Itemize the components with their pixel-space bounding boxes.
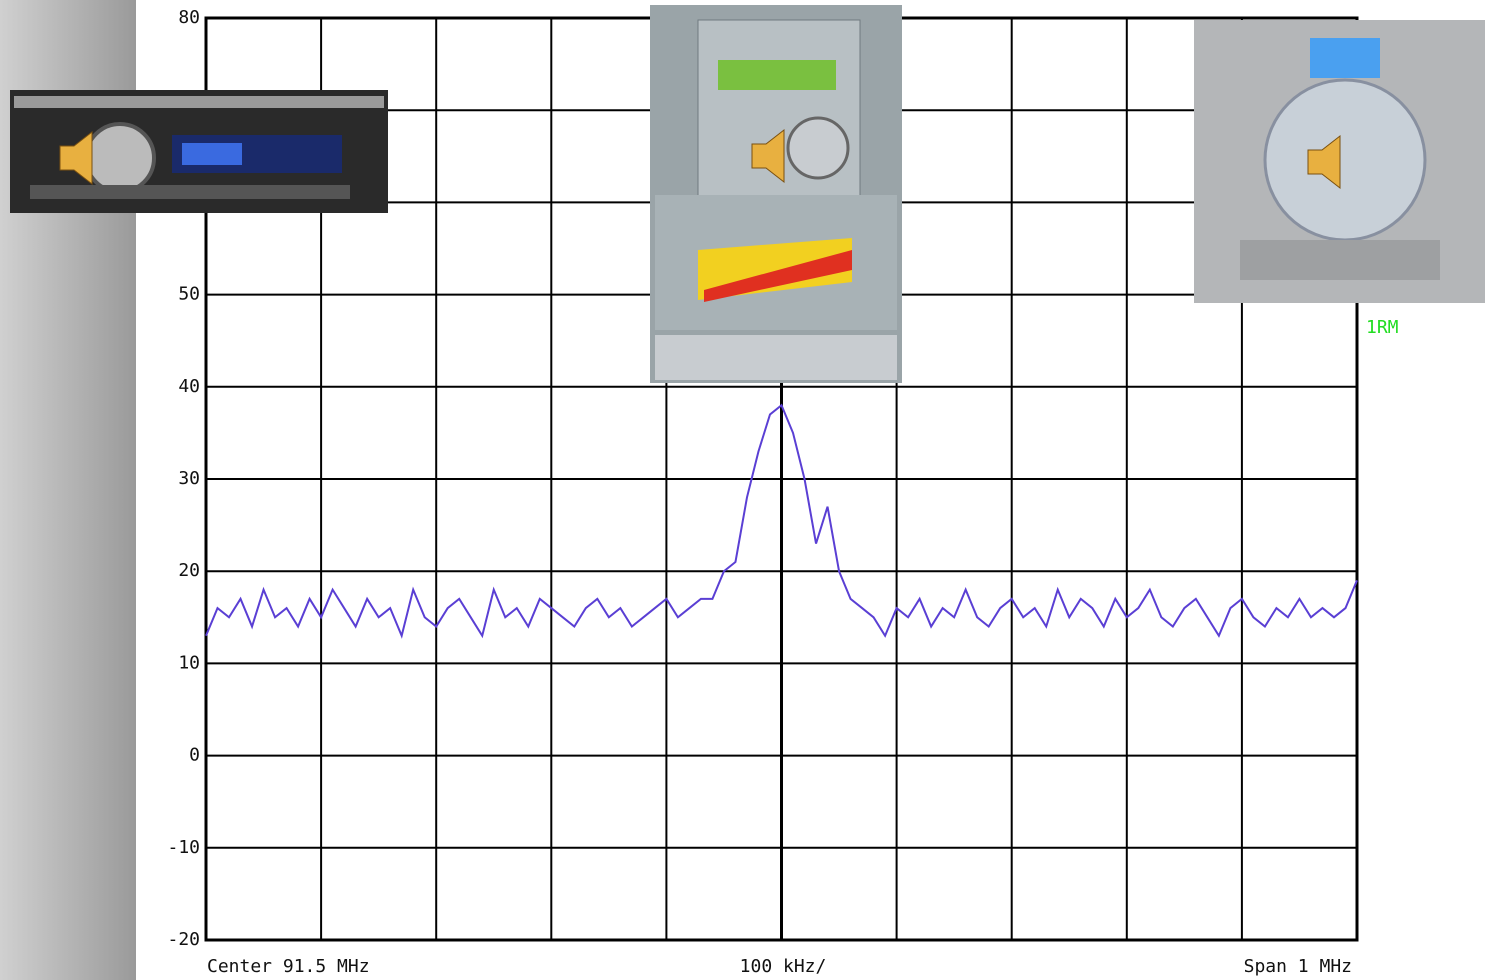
y-tick-label: 10 xyxy=(178,652,200,673)
y-tick-label: 80 xyxy=(178,7,200,28)
cd-player-photo xyxy=(1194,20,1485,303)
y-tick-label: 20 xyxy=(178,560,200,581)
y-tick-label: 0 xyxy=(189,745,200,766)
center-label: Center 91.5 MHz xyxy=(207,956,370,977)
trace xyxy=(205,403,1358,639)
y-tick-label: -20 xyxy=(167,929,200,950)
y-tick-label: 50 xyxy=(178,284,200,305)
div-label: 100 kHz/ xyxy=(740,956,827,977)
stereo-photo xyxy=(650,5,902,383)
span-label: Span 1 MHz xyxy=(1244,956,1352,977)
y-tick-label: -10 xyxy=(167,837,200,858)
y-tick-label: 40 xyxy=(178,376,200,397)
marker-label: 1RM xyxy=(1366,317,1399,338)
y-tick-label: 30 xyxy=(178,468,200,489)
car-radio-photo xyxy=(10,90,388,213)
